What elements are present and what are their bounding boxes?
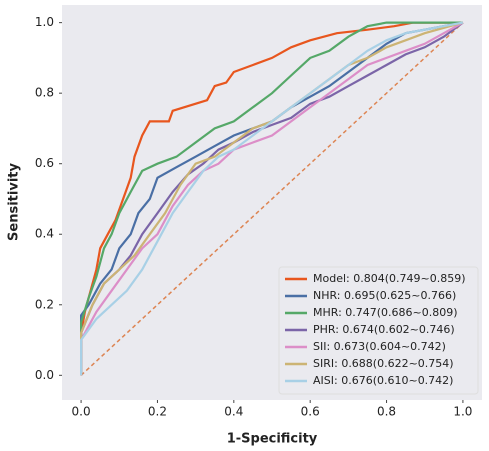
y-tick-label: 0.6 xyxy=(35,156,54,170)
x-tick-label: 1.0 xyxy=(453,405,472,419)
reference-line xyxy=(80,22,464,376)
legend-label: SIRI: 0.688(0.622~0.754) xyxy=(313,357,454,370)
legend-box xyxy=(278,266,479,395)
y-axis-title: Sensitivity xyxy=(7,163,22,241)
legend-label: SII: 0.673(0.604~0.742) xyxy=(313,340,446,353)
x-tick-label: 0.8 xyxy=(377,405,396,419)
roc-curve xyxy=(79,21,464,376)
roc-curve xyxy=(79,21,464,376)
legend-label: MHR: 0.747(0.686~0.809) xyxy=(313,306,458,319)
y-tick-label: 0.0 xyxy=(35,368,54,382)
roc-curve xyxy=(79,21,463,376)
y-tick-label: 0.2 xyxy=(35,297,54,311)
x-tick-label: 0.4 xyxy=(224,405,243,419)
y-tick-label: 1.0 xyxy=(35,15,54,29)
x-tick-label: 0.2 xyxy=(148,405,167,419)
legend-label: Model: 0.804(0.749~0.859) xyxy=(313,272,466,285)
legend-label: AISI: 0.676(0.610~0.742) xyxy=(313,374,453,387)
legend-label: NHR: 0.695(0.625~0.766) xyxy=(313,289,456,302)
legend: Model: 0.804(0.749~0.859) NHR: 0.695(0.62… xyxy=(278,266,479,395)
x-tick-label: 0.0 xyxy=(72,405,91,419)
legend-label: PHR: 0.674(0.602~0.746) xyxy=(313,323,455,336)
x-axis-title: 1-Specificity xyxy=(227,432,318,447)
roc-curve xyxy=(79,21,463,376)
y-tick-label: 0.4 xyxy=(35,227,54,241)
roc-curve xyxy=(79,21,464,376)
x-tick-label: 0.6 xyxy=(301,405,320,419)
y-tick-label: 0.8 xyxy=(35,86,54,100)
